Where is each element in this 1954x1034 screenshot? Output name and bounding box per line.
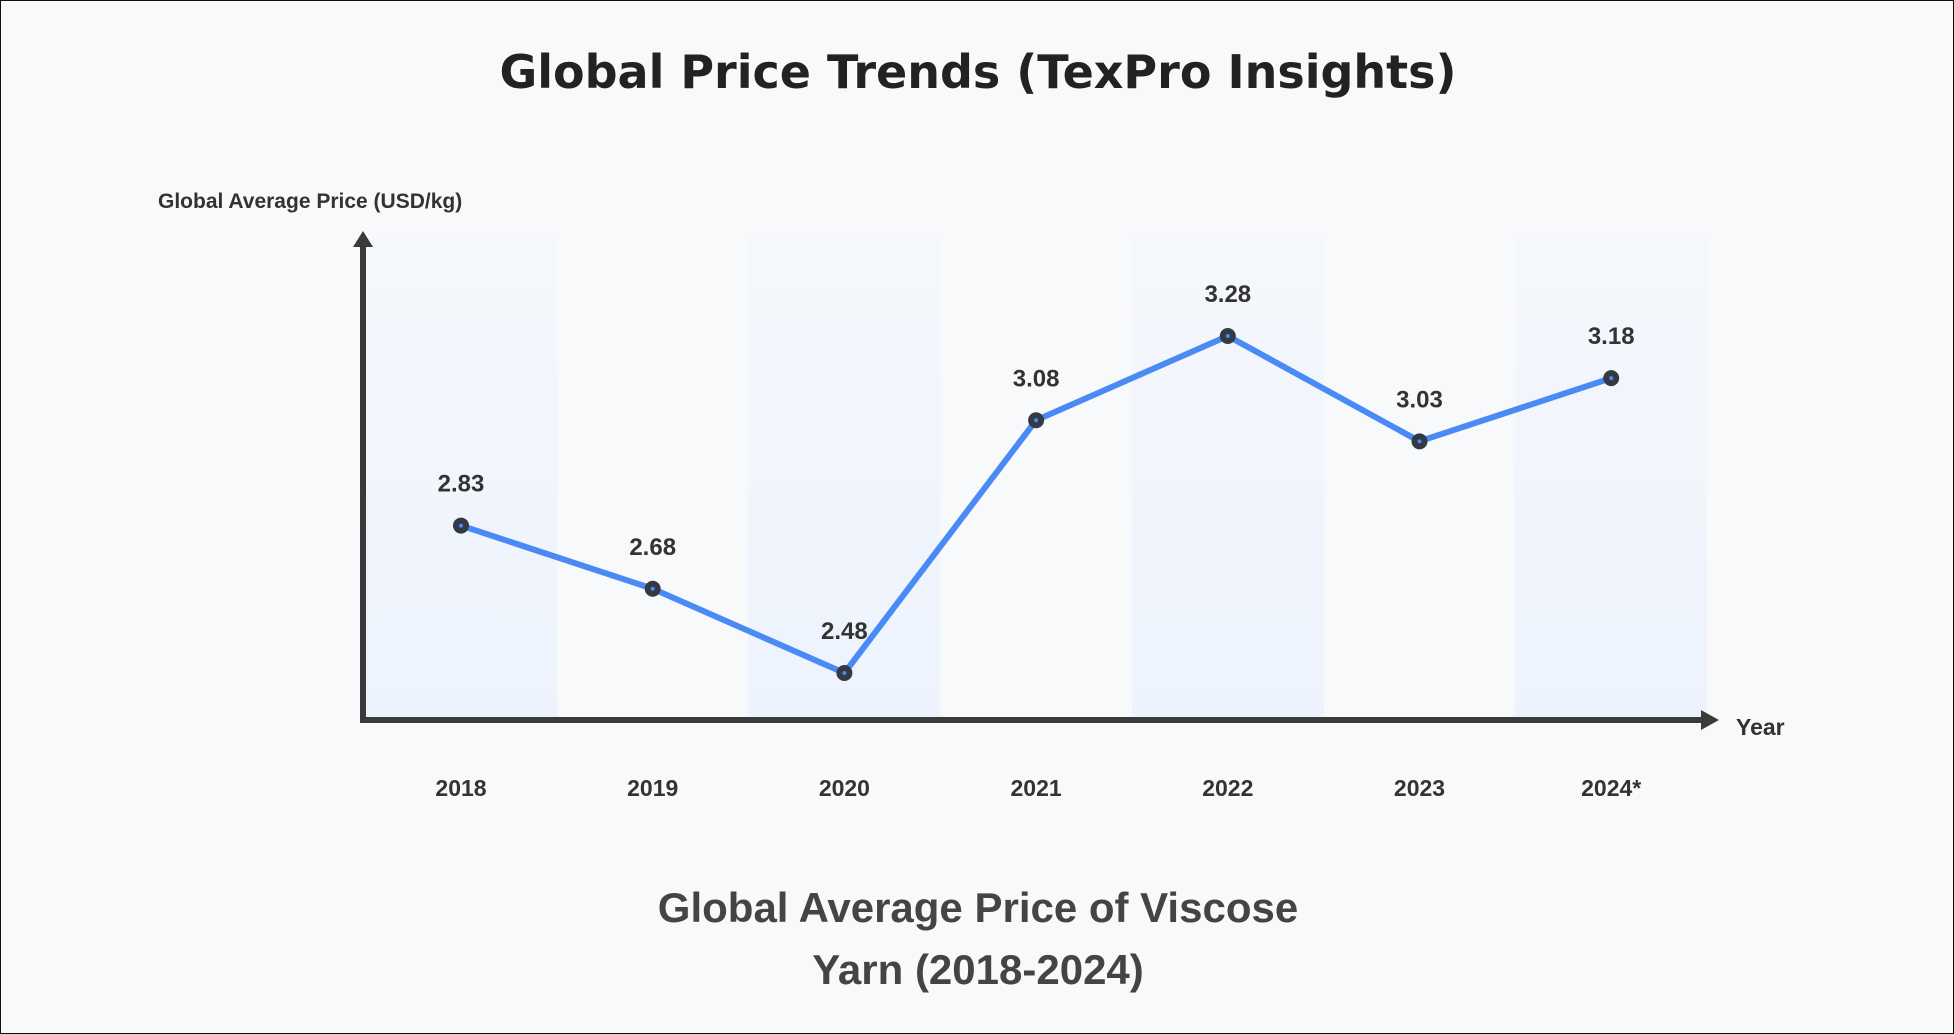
x-axis-label: Year [1736,714,1785,740]
x-tick-label: 2023 [1394,775,1445,801]
data-label: 3.08 [1013,365,1060,392]
x-tick-label: 2022 [1202,775,1253,801]
x-tick-label: 2020 [819,775,870,801]
band-2022 [1131,238,1324,720]
data-label: 3.18 [1588,323,1635,350]
data-point-center [1417,439,1422,444]
x-tick-label: 2018 [435,775,486,801]
x-axis-arrow-icon [1701,710,1719,730]
data-label: 2.83 [438,471,485,498]
x-tick-label: 2024* [1581,775,1641,801]
data-label: 2.48 [821,618,868,645]
data-point-center [650,586,655,591]
x-tick-label: 2019 [627,775,678,801]
y-axis-arrow-icon [353,231,373,247]
subtitle-line-2: Yarn (2018-2024) [812,946,1144,993]
data-label: 3.28 [1204,281,1251,308]
data-point-center [842,671,847,675]
subtitle-line-1: Global Average Price of Viscose [657,884,1299,931]
chart-subtitle: Global Average Price of Viscose Yarn (20… [1,877,1953,1001]
y-axis-label: Global Average Price (USD/kg) [158,190,462,213]
data-point-center [459,523,463,528]
data-point-center [1609,376,1614,381]
band-2024* [1515,238,1708,720]
data-point-center [1034,418,1039,423]
data-point-center [1225,334,1230,338]
data-label: 3.03 [1396,386,1443,413]
band-2018 [365,238,557,720]
data-label: 2.68 [629,534,676,561]
chart-title: Global Price Trends (TexPro Insights) [499,45,1457,99]
x-tick-label: 2021 [1011,775,1062,801]
band-2020 [748,238,941,720]
